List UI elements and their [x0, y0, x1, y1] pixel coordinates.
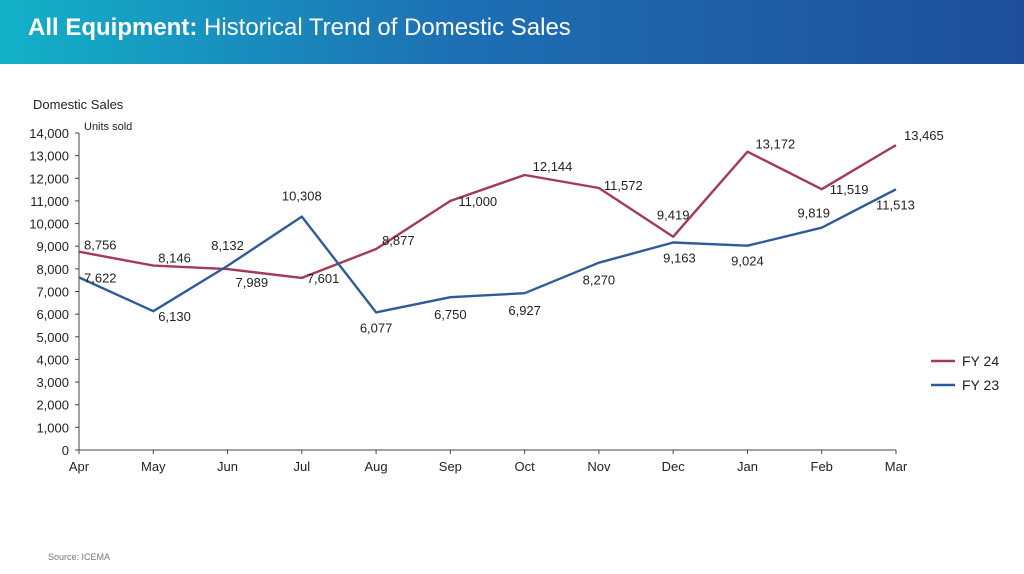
data-label-fy24: 8,877: [382, 233, 415, 248]
y-tick-label: 8,000: [36, 262, 69, 277]
page-title-bold: All Equipment:: [28, 14, 198, 41]
data-label-fy24: 8,146: [158, 251, 191, 266]
data-label-fy23: 6,077: [360, 320, 393, 335]
data-label-fy23: 8,132: [211, 238, 244, 253]
y-axis-unit-label: Units sold: [84, 121, 132, 133]
header-banner: All Equipment: Historical Trend of Domes…: [0, 0, 1024, 64]
data-label-fy23: 9,163: [663, 251, 696, 266]
chart-title: Domestic Sales: [33, 97, 124, 112]
y-tick-label: 14,000: [29, 126, 69, 141]
y-tick-label: 1,000: [36, 420, 69, 435]
page-title: All Equipment: Historical Trend of Domes…: [28, 14, 571, 42]
x-tick-label: Mar: [885, 459, 908, 474]
data-label-fy24: 11,000: [458, 194, 497, 209]
y-tick-label: 2,000: [36, 398, 69, 413]
y-tick-label: 7,000: [36, 285, 69, 300]
data-label-fy24: 11,519: [830, 182, 869, 197]
y-tick-label: 4,000: [36, 352, 69, 367]
x-tick-label: Apr: [69, 459, 90, 474]
data-label-fy23: 9,024: [731, 254, 764, 269]
page-title-rest: Historical Trend of Domestic Sales: [197, 14, 571, 41]
series-line-fy24: [78, 144, 897, 280]
y-tick-label: 13,000: [29, 149, 69, 164]
data-label-fy24: 7,601: [307, 271, 340, 286]
data-label-fy23: 10,308: [282, 189, 322, 204]
x-tick-label: Aug: [365, 459, 388, 474]
x-tick-label: Nov: [587, 459, 611, 474]
data-label-fy24: 7,989: [236, 275, 269, 290]
data-label-fy24: 9,419: [657, 208, 690, 223]
y-tick-label: 11,000: [30, 194, 69, 209]
legend-label-fy23: FY 23: [962, 377, 999, 393]
y-tick-label: 6,000: [36, 307, 69, 322]
y-tick-label: 3,000: [36, 375, 69, 390]
y-tick-label: 0: [62, 443, 69, 458]
x-tick-label: Feb: [811, 459, 833, 474]
data-label-fy23: 7,622: [84, 270, 117, 285]
y-tick-label: 9,000: [36, 239, 69, 254]
source-note: Source: ICEMA: [48, 552, 111, 562]
y-tick-label: 12,000: [29, 171, 69, 186]
data-label-fy23: 11,513: [876, 197, 915, 212]
legend-label-fy24: FY 24: [962, 353, 999, 369]
series-line-fy23: [78, 188, 897, 314]
data-label-fy23: 9,819: [797, 206, 830, 221]
y-tick-label: 5,000: [36, 330, 69, 345]
data-label-fy23: 8,270: [583, 273, 616, 288]
data-label-fy24: 11,572: [604, 178, 643, 193]
data-label-fy24: 13,172: [755, 137, 795, 152]
x-tick-label: Jul: [294, 459, 311, 474]
data-label-fy23: 6,130: [158, 309, 191, 324]
x-tick-label: Sep: [439, 459, 462, 474]
x-tick-label: Dec: [662, 459, 686, 474]
data-label-fy24: 13,465: [904, 128, 944, 143]
data-label-fy24: 8,756: [84, 238, 117, 253]
y-tick-label: 10,000: [29, 217, 69, 232]
line-chart: Domestic Sales Units sold 0 1,000 2,000 3,000…: [29, 97, 999, 474]
x-tick-label: Oct: [515, 459, 536, 474]
x-tick-label: Jun: [217, 459, 238, 474]
data-label-fy23: 6,927: [508, 303, 541, 318]
x-tick-label: May: [141, 459, 166, 474]
data-label-fy24: 12,144: [533, 159, 573, 174]
data-label-fy23: 6,750: [434, 307, 467, 322]
x-tick-label: Jan: [737, 459, 758, 474]
